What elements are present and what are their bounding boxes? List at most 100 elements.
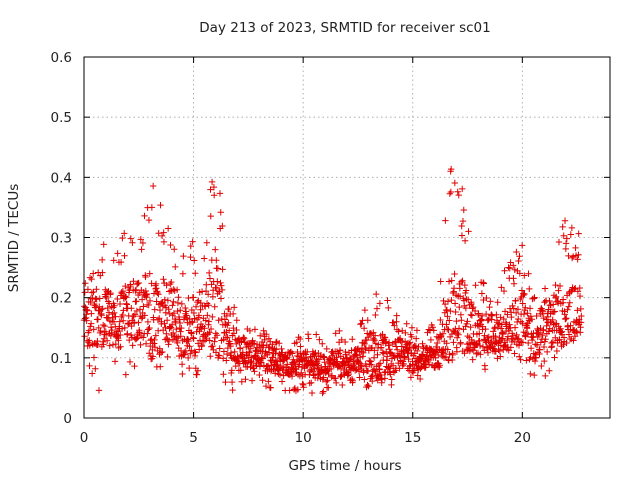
data-point: [202, 287, 210, 295]
data-point: [483, 294, 490, 302]
data-point: [186, 343, 193, 350]
data-point: [441, 300, 449, 308]
data-point: [160, 229, 167, 236]
y-axis-label: SRMTID / TECUs: [6, 184, 22, 292]
data-point: [127, 282, 134, 290]
data-point: [111, 302, 118, 309]
data-point: [409, 361, 416, 368]
data-point: [222, 378, 229, 386]
data-point: [138, 296, 146, 303]
data-point: [214, 278, 221, 285]
data-point: [461, 281, 469, 289]
data-point: [188, 347, 195, 354]
data-point: [405, 355, 412, 363]
data-point: [217, 295, 225, 302]
data-point: [423, 355, 431, 362]
data-point: [154, 327, 162, 335]
data-point: [144, 318, 152, 326]
data-point: [434, 339, 441, 347]
data-point: [205, 321, 212, 329]
data-point: [164, 225, 172, 232]
data-point: [385, 342, 392, 349]
data-point: [272, 370, 279, 377]
data-point: [133, 280, 141, 288]
data-point: [88, 370, 96, 377]
data-point: [562, 315, 569, 322]
data-point: [407, 374, 415, 381]
data-point: [395, 328, 402, 335]
data-point: [173, 286, 181, 293]
data-point: [141, 212, 148, 220]
data-point: [148, 280, 155, 287]
data-point: [523, 325, 531, 332]
x-tick-label: 0: [80, 430, 89, 446]
data-point: [534, 325, 541, 333]
data-point: [345, 370, 353, 378]
data-point: [447, 165, 455, 173]
data-point: [422, 364, 429, 371]
data-point: [461, 237, 469, 244]
data-point: [574, 256, 581, 263]
data-point: [296, 335, 304, 343]
data-point: [516, 338, 524, 345]
data-point: [338, 336, 345, 344]
y-tick-label: 0.5: [51, 110, 72, 126]
data-point: [516, 252, 523, 260]
data-point: [262, 382, 270, 390]
data-point: [425, 326, 432, 333]
data-point: [429, 323, 436, 331]
data-point: [568, 287, 575, 294]
data-point: [182, 304, 189, 312]
data-point: [197, 299, 204, 307]
data-point: [446, 317, 453, 324]
data-point: [416, 375, 424, 383]
data-point: [109, 341, 117, 348]
data-point: [541, 285, 549, 292]
data-point: [521, 272, 528, 279]
data-point: [265, 378, 272, 385]
data-point: [546, 297, 553, 305]
data-point: [460, 206, 467, 214]
data-point: [154, 289, 161, 297]
data-point: [471, 307, 479, 315]
data-point: [121, 252, 128, 259]
data-point: [225, 319, 232, 326]
data-point: [562, 245, 570, 253]
data-point: [206, 329, 213, 336]
data-point: [497, 314, 504, 321]
data-point: [361, 376, 368, 383]
data-point: [155, 230, 162, 237]
data-point: [462, 287, 470, 294]
data-point: [223, 357, 230, 364]
data-point: [349, 377, 356, 385]
data-point: [308, 379, 315, 387]
data-point: [363, 336, 370, 344]
data-point: [358, 362, 365, 369]
data-point: [500, 287, 508, 295]
data-point: [372, 290, 380, 298]
data-point: [167, 241, 174, 249]
data-point: [121, 324, 128, 332]
data-point: [185, 337, 192, 345]
data-point: [384, 297, 391, 304]
data-point: [227, 349, 235, 357]
data-point: [470, 303, 477, 311]
data-point: [314, 362, 321, 369]
axis-ticks: 0 0.1 0.2 0.3 0.4 0.5 0.6 0 5 10 15 20: [51, 50, 610, 446]
data-point: [119, 287, 127, 295]
data-point: [304, 331, 312, 338]
data-point: [178, 324, 185, 332]
data-point: [381, 334, 389, 341]
data-point: [486, 303, 493, 311]
data-point: [400, 360, 408, 368]
data-point: [332, 375, 339, 382]
data-point: [504, 311, 511, 318]
data-point: [189, 319, 196, 326]
data-point: [379, 349, 386, 356]
data-point: [189, 238, 196, 245]
data-point: [336, 347, 344, 354]
data-point: [275, 340, 283, 347]
data-point: [206, 337, 213, 344]
